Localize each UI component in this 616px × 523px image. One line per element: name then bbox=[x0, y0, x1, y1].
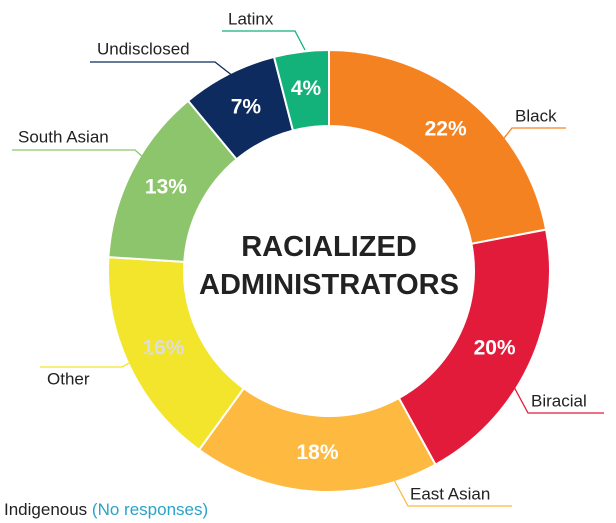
category-label: Other bbox=[47, 369, 90, 388]
value-label: 22% bbox=[425, 118, 467, 141]
leader-line bbox=[90, 61, 239, 81]
leader-line bbox=[392, 477, 512, 507]
donut-slice bbox=[197, 386, 437, 493]
chart-title: RACIALIZED ADMINISTRATORS bbox=[199, 231, 459, 301]
leader-line bbox=[222, 30, 306, 51]
leader-line bbox=[12, 149, 153, 166]
leader-line bbox=[496, 127, 566, 148]
category-label: Latinx bbox=[228, 9, 274, 28]
donut-slice bbox=[328, 48, 548, 245]
footnote: Indigenous (No responses) bbox=[4, 500, 208, 520]
category-label: East Asian bbox=[410, 484, 490, 503]
value-label: 18% bbox=[296, 441, 338, 464]
value-label: 4% bbox=[291, 77, 322, 100]
category-label: Black bbox=[515, 106, 557, 125]
category-label: South Asian bbox=[18, 127, 109, 146]
donut-slice bbox=[272, 48, 330, 132]
value-label: 13% bbox=[145, 175, 187, 198]
leader-line bbox=[40, 351, 151, 368]
note-category: Indigenous bbox=[4, 500, 88, 519]
value-label: 20% bbox=[474, 336, 516, 359]
category-label: Biracial bbox=[531, 391, 587, 410]
category-label: Undisclosed bbox=[97, 39, 190, 58]
value-label: 7% bbox=[231, 95, 262, 118]
value-label: 16% bbox=[142, 336, 184, 359]
note-text: (No responses) bbox=[91, 500, 209, 519]
leader-line bbox=[505, 371, 604, 414]
